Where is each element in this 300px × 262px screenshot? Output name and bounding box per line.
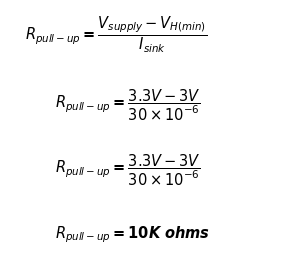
- Text: $\boldsymbol{R_{pull-up} = \dfrac{V_{supply} - V_{H(min)}}{I_{sink}}}$: $\boldsymbol{R_{pull-up} = \dfrac{V_{sup…: [25, 15, 208, 55]
- Text: $\boldsymbol{R_{pull-up} = \dfrac{3.3V - 3V}{30 \times 10^{-6}}}$: $\boldsymbol{R_{pull-up} = \dfrac{3.3V -…: [55, 88, 201, 123]
- Text: $\boldsymbol{R_{pull-up} = \dfrac{3.3V - 3V}{30 \times 10^{-6}}}$: $\boldsymbol{R_{pull-up} = \dfrac{3.3V -…: [55, 152, 201, 188]
- Text: $\boldsymbol{R_{pull-up} =  10K\ ohms}$: $\boldsymbol{R_{pull-up} = 10K\ ohms}$: [55, 224, 210, 245]
